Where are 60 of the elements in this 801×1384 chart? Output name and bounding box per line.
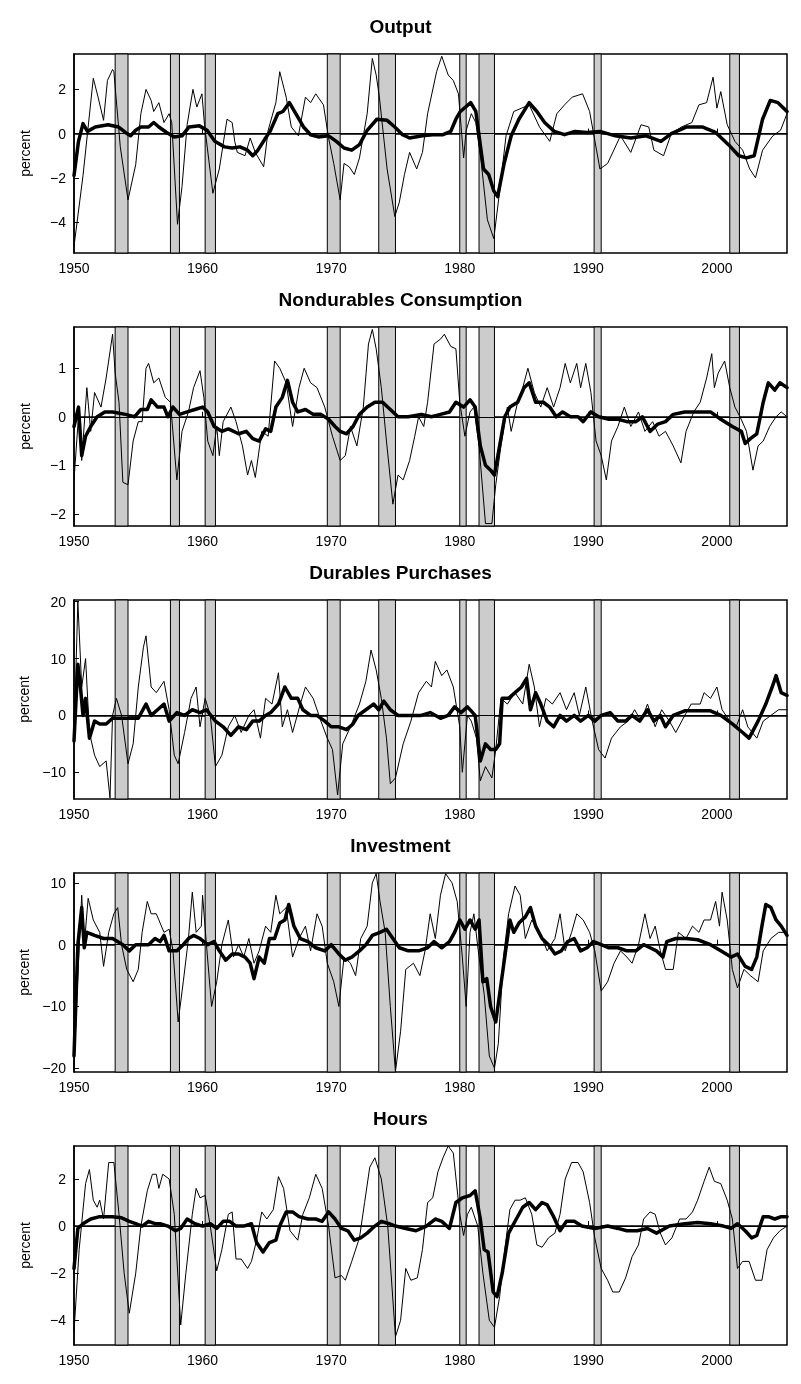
chart-title: Investment — [350, 835, 452, 856]
y-axis-title: percent — [17, 1222, 33, 1269]
x-tick-label: 1970 — [315, 1079, 347, 1095]
y-tick-label: −1 — [50, 457, 67, 474]
y-tick-label: −10 — [42, 998, 67, 1015]
x-tick-label: 2000 — [701, 260, 733, 276]
y-tick-label: −4 — [50, 1312, 67, 1329]
y-tick-label: −2 — [50, 169, 67, 186]
y-tick-label: 2 — [58, 1170, 67, 1187]
x-tick-label: 1960 — [187, 533, 219, 549]
x-tick-label: 1980 — [444, 533, 476, 549]
x-tick-label: 1960 — [187, 260, 219, 276]
x-tick-label: 1980 — [444, 1352, 476, 1368]
x-tick-label: 1970 — [315, 260, 347, 276]
x-tick-label: 1970 — [315, 533, 347, 549]
y-tick-label: −2 — [50, 505, 67, 522]
x-tick-label: 1980 — [444, 1079, 476, 1095]
y-tick-label: 20 — [50, 593, 67, 610]
y-tick-label: 10 — [50, 874, 67, 891]
y-axis-title: percent — [16, 949, 33, 996]
x-tick-label: 1960 — [187, 806, 219, 822]
x-tick-label: 1950 — [58, 260, 90, 276]
y-tick-label: 10 — [50, 650, 67, 667]
y-tick-label: −10 — [42, 764, 67, 781]
x-tick-label: 2000 — [701, 1079, 733, 1095]
y-axis-title: percent — [17, 403, 33, 450]
chart-title: Output — [369, 16, 433, 37]
x-tick-label: 2000 — [701, 806, 733, 822]
y-axis-title: percent — [16, 676, 33, 723]
chart-title: Durables Purchases — [309, 562, 492, 583]
y-tick-label: 0 — [58, 408, 67, 425]
x-tick-label: 1950 — [58, 806, 90, 822]
x-tick-label: 1990 — [572, 1079, 605, 1095]
y-tick-label: −2 — [50, 1265, 67, 1282]
x-tick-label: 1970 — [315, 1352, 347, 1368]
x-tick-label: 1950 — [58, 1079, 90, 1095]
chart-title: Hours — [373, 1108, 428, 1129]
y-tick-label: −20 — [42, 1060, 67, 1077]
y-tick-label: 0 — [58, 936, 67, 953]
x-tick-label: 2000 — [701, 533, 733, 549]
x-tick-label: 1980 — [444, 260, 476, 276]
x-tick-label: 1990 — [572, 533, 605, 549]
y-axis-title: percent — [17, 130, 33, 177]
x-tick-label: 1990 — [572, 1352, 605, 1368]
x-tick-label: 1960 — [187, 1079, 219, 1095]
x-tick-label: 2000 — [701, 1352, 733, 1368]
y-tick-label: 0 — [58, 707, 67, 724]
chart-title: Nondurables Consumption — [278, 289, 523, 310]
y-tick-label: −4 — [50, 214, 67, 231]
x-tick-label: 1990 — [572, 806, 605, 822]
x-tick-label: 1960 — [187, 1352, 219, 1368]
y-tick-label: 0 — [58, 1218, 67, 1235]
y-tick-label: 0 — [58, 125, 67, 142]
x-tick-label: 1990 — [572, 260, 605, 276]
y-tick-label: 2 — [58, 81, 67, 98]
x-tick-label: 1950 — [58, 1352, 90, 1368]
x-tick-label: 1970 — [315, 806, 347, 822]
x-tick-label: 1950 — [58, 533, 90, 549]
y-tick-label: 1 — [58, 360, 67, 377]
x-tick-label: 1980 — [444, 806, 476, 822]
